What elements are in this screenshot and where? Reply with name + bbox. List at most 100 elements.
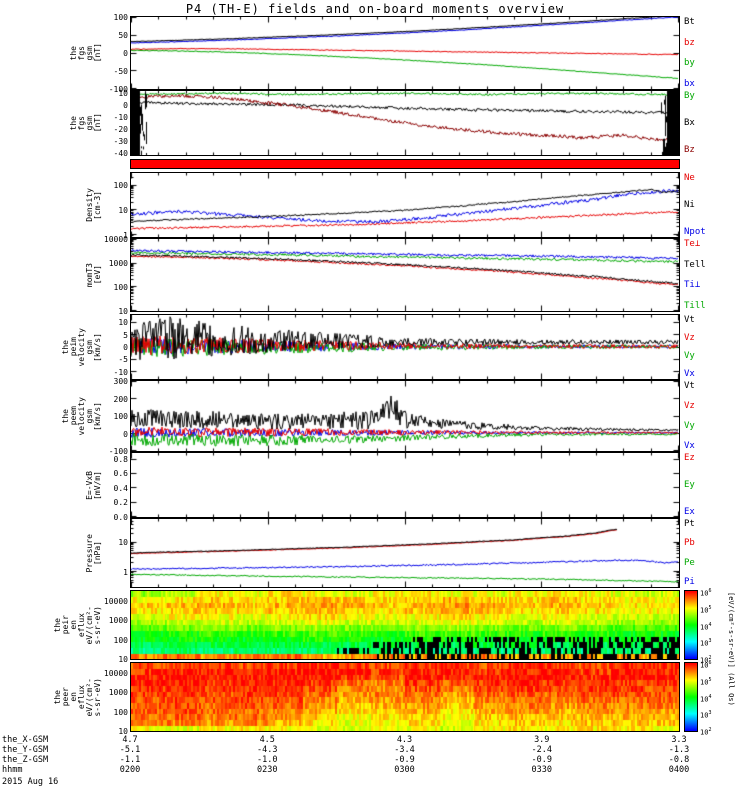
series-label-Pt: Pt [684, 519, 695, 529]
panel-mom-t3-canvas [131, 239, 679, 311]
panel-axis-title: the peir en eflux eV/(cm²- s-sr-eV) [50, 590, 102, 660]
panel-axis-title: momT3 [eV] [50, 238, 102, 312]
panel-fgs-total [130, 16, 680, 90]
y-tick-label: 1000 [108, 259, 128, 268]
colorbar-tick-label: 106 [700, 588, 712, 598]
x-annot-value: -0.8 [668, 755, 690, 765]
series-label-Ey: Ey [684, 480, 695, 490]
axis-title-line: [eV] [93, 265, 102, 285]
panel-peer-eflux-canvas [131, 663, 679, 731]
series-label-Ex: Ex [684, 507, 695, 517]
panel-peir-eflux [130, 590, 680, 660]
x-annot-row-label: the_Y-GSM [2, 745, 49, 755]
x-annot-value: -0.9 [394, 755, 415, 765]
panel-peim-velocity [130, 314, 680, 380]
x-annot-value: 0200 [119, 765, 141, 775]
x-annot-row-label: the_X-GSM [2, 735, 49, 745]
panel-fgs-components [130, 90, 680, 156]
panel-axis-title: E=-VxB [mV/m] [50, 452, 102, 518]
y-tick-label: 0.4 [113, 483, 128, 493]
x-annot-value: 3.3 [671, 735, 687, 745]
series-label-Npot: Npot [684, 227, 706, 237]
x-annot-value: 0400 [668, 765, 690, 775]
y-tick-label: 5 [123, 330, 128, 340]
series-label-Vx: Vx [684, 441, 695, 451]
x-annot-row-label: the_Z-GSM [2, 755, 49, 765]
panel-e-vxb [130, 452, 680, 518]
panel-peir-eflux-canvas [131, 591, 679, 659]
axis-title-line: [km/s] [93, 401, 102, 431]
series-label-Vx: Vx [684, 369, 695, 379]
series-label-Vt: Vt [684, 315, 695, 325]
panel-density-canvas [131, 173, 679, 237]
x-annot-row-label: hhmm [2, 765, 23, 775]
panel-peer-eflux [130, 662, 680, 732]
series-label-Ni: Ni [684, 200, 695, 210]
panel-axis-title [50, 159, 102, 169]
panel-fgs-total-canvas [131, 17, 679, 89]
series-label-Vy: Vy [684, 421, 695, 431]
colorbar-tick-label: 106 [700, 660, 712, 670]
y-tick-label: 100 [113, 283, 128, 292]
x-annot-value: 3.9 [534, 735, 550, 745]
flag-bar [130, 159, 680, 169]
y-tick-label: 10 [118, 318, 128, 328]
series-label-Till: Till [684, 301, 706, 311]
y-tick-label: -100 [108, 85, 128, 94]
x-annot-value: -4.3 [257, 745, 278, 755]
axis-title-line: [nPa] [93, 540, 102, 566]
panel-axis-title: Pressure [nPa] [50, 518, 102, 588]
y-tick-label: 50 [118, 31, 128, 40]
x-annot-value: -0.9 [531, 755, 552, 765]
x-annot-value: -3.4 [394, 745, 415, 755]
colorbar-tick-label: 105 [700, 676, 712, 687]
series-label-bz: bz [684, 37, 695, 48]
x-annot-row-label: 2015 Aug 16 [2, 777, 59, 787]
series-label-Bz: Bz [684, 145, 695, 155]
y-tick-label: 1000 [108, 688, 128, 698]
y-tick-label: -5 [118, 355, 128, 365]
series-label-Ne: Ne [684, 173, 695, 183]
y-tick-label: -10 [113, 113, 128, 123]
y-tick-label: -20 [113, 124, 128, 134]
colorbar-tick-label: 103 [700, 638, 712, 648]
y-tick-label: -30 [113, 136, 128, 146]
colorbar-tick-label: 104 [700, 621, 712, 631]
series-label-Pi: Pi [684, 577, 695, 587]
series-label-Pb: Pb [684, 538, 695, 549]
series-label-By: By [684, 91, 695, 101]
panel-fgs-components-canvas [131, 91, 679, 155]
colorbar-tick-label: 103 [700, 710, 712, 720]
x-annot-value: -1.1 [119, 755, 141, 765]
panel-pressure [130, 518, 680, 588]
y-tick-label: 0.0 [113, 513, 128, 522]
y-tick-label: 100 [113, 13, 128, 22]
axis-title-line: [km/s] [93, 332, 102, 362]
series-label-Te⊥: Te⊥ [684, 239, 701, 249]
y-tick-label: 100 [113, 412, 128, 421]
series-label-Pe: Pe [684, 557, 695, 568]
panel-axis-title: the peer en eflux eV/(cm²- s-sr-eV) [50, 662, 102, 732]
y-tick-label: 10 [118, 655, 128, 664]
colorbar-tick-label: 102 [700, 655, 712, 665]
y-tick-label: -10 [113, 367, 128, 377]
y-tick-label: 0 [123, 343, 128, 352]
colorbar-title: [eV/(cm²-s-sr-eV)] (All Qs) [727, 592, 735, 706]
colorbar [684, 590, 698, 660]
series-label-Ez: Ez [684, 453, 695, 463]
y-tick-label: 100 [113, 180, 128, 190]
series-label-Vz: Vz [684, 333, 695, 343]
series-label-Vt: Vt [684, 381, 695, 391]
panel-axis-title: the peem velocity gsm [km/s] [50, 380, 102, 452]
y-tick-label: 10 [118, 537, 128, 547]
panel-axis-title: the fgs gsm [nT] [50, 90, 102, 156]
panel-axis-title: Density [cm-3] [50, 172, 102, 238]
y-tick-label: 0.6 [113, 469, 128, 479]
x-annot-value: -2.4 [531, 745, 552, 755]
y-tick-label: 10 [118, 89, 128, 99]
series-label-Vz: Vz [684, 401, 695, 411]
axis-title-line: [nT] [93, 43, 102, 63]
y-tick-label: 10 [118, 727, 128, 736]
y-tick-label: 1 [123, 230, 128, 240]
y-tick-label: 300 [113, 377, 128, 386]
